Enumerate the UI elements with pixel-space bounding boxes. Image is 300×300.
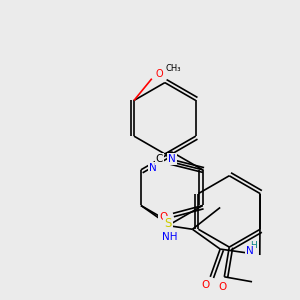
Text: NH: NH xyxy=(162,232,178,242)
Text: O: O xyxy=(159,212,167,222)
Text: N: N xyxy=(168,154,176,164)
Text: N: N xyxy=(149,163,157,173)
Text: S: S xyxy=(164,217,171,230)
Text: H: H xyxy=(250,241,257,250)
Text: N: N xyxy=(246,246,254,256)
Text: CH₃: CH₃ xyxy=(166,64,182,73)
Text: C: C xyxy=(156,154,163,164)
Text: O: O xyxy=(156,69,164,79)
Text: O: O xyxy=(201,280,209,290)
Text: O: O xyxy=(218,282,226,292)
